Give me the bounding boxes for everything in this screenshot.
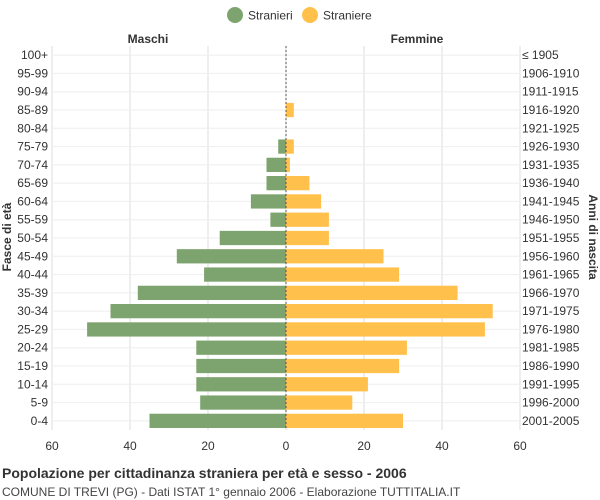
bar-female bbox=[286, 340, 407, 355]
birth-year-label: 1911-1915 bbox=[522, 85, 579, 99]
bar-female bbox=[286, 249, 384, 264]
bar-female bbox=[286, 176, 310, 191]
legend: Stranieri Straniere bbox=[227, 7, 372, 23]
birth-year-label: 1961-1965 bbox=[522, 268, 580, 282]
bar-female bbox=[286, 395, 353, 410]
age-group-label: 40-44 bbox=[17, 268, 48, 282]
bar-male bbox=[196, 340, 286, 355]
bar-male bbox=[110, 304, 286, 319]
birth-year-label: 1921-1925 bbox=[522, 121, 580, 135]
bar-female bbox=[286, 377, 368, 392]
y-axis-title-left: Fasce di età bbox=[0, 202, 14, 271]
legend-marker-straniere bbox=[302, 7, 318, 23]
x-tick-label: 20 bbox=[201, 439, 215, 453]
age-group-label: 30-34 bbox=[17, 304, 48, 318]
bar-female bbox=[286, 267, 400, 282]
bar-male bbox=[270, 212, 286, 227]
header-maschi: Maschi bbox=[128, 32, 169, 46]
tick-labels: 60 40 20 0 20 40 60 100+ ≤ 1905 95-99 1906-1910 90-… bbox=[17, 48, 579, 453]
age-group-label: 50-54 bbox=[17, 231, 48, 245]
age-group-label: 80-84 bbox=[17, 121, 48, 135]
bar-male bbox=[266, 176, 286, 191]
bar-female bbox=[286, 358, 400, 374]
bar-female bbox=[286, 139, 294, 154]
birth-year-label: 1916-1920 bbox=[522, 103, 580, 117]
bar-female bbox=[286, 102, 294, 118]
birth-year-label: 1941-1945 bbox=[522, 194, 580, 208]
birth-year-label: 1951-1955 bbox=[522, 231, 580, 245]
age-group-label: 10-14 bbox=[17, 377, 48, 391]
bar-male bbox=[219, 230, 286, 246]
birth-year-label: 1906-1910 bbox=[522, 66, 580, 80]
bar-male bbox=[250, 194, 286, 209]
legend-marker-stranieri bbox=[227, 7, 243, 23]
age-group-label: 45-49 bbox=[17, 249, 48, 263]
age-group-label: 5-9 bbox=[31, 396, 49, 410]
bar-male bbox=[196, 377, 286, 392]
bars bbox=[87, 46, 493, 430]
bar-male bbox=[196, 358, 286, 374]
bar-male bbox=[149, 413, 286, 428]
age-group-label: 0-4 bbox=[31, 414, 49, 428]
bar-female bbox=[286, 194, 322, 209]
x-tick-label: 60 bbox=[45, 439, 59, 453]
chart-title: Popolazione per cittadinanza straniera p… bbox=[2, 465, 407, 481]
y-axis-title-right: Anni di nascita bbox=[586, 194, 600, 280]
birth-year-label: 1996-2000 bbox=[522, 396, 580, 410]
birth-year-label: 1936-1940 bbox=[522, 176, 580, 190]
x-tick-label: 60 bbox=[513, 439, 527, 453]
bar-male bbox=[266, 157, 286, 172]
birth-year-label: 1971-1975 bbox=[522, 304, 580, 318]
age-group-label: 95-99 bbox=[17, 66, 48, 80]
bar-male bbox=[204, 267, 286, 282]
bar-male bbox=[176, 249, 286, 264]
bar-female bbox=[286, 157, 290, 172]
birth-year-label: 1986-1990 bbox=[522, 359, 580, 373]
x-tick-label: 40 bbox=[435, 439, 449, 453]
age-group-label: 65-69 bbox=[17, 176, 48, 190]
birth-year-label: 1956-1960 bbox=[522, 249, 580, 263]
age-group-label: 100+ bbox=[21, 48, 48, 62]
bar-male bbox=[200, 395, 286, 410]
birth-year-label: 1981-1985 bbox=[522, 341, 580, 355]
age-group-label: 20-24 bbox=[17, 341, 48, 355]
birth-year-label: 1946-1950 bbox=[522, 213, 580, 227]
birth-year-label: 1991-1995 bbox=[522, 377, 580, 391]
age-group-label: 90-94 bbox=[17, 85, 48, 99]
age-group-label: 60-64 bbox=[17, 194, 48, 208]
age-group-label: 85-89 bbox=[17, 103, 48, 117]
bar-female bbox=[286, 413, 403, 428]
bar-female bbox=[286, 230, 329, 246]
birth-year-label: 1966-1970 bbox=[522, 286, 580, 300]
x-tick-label: 0 bbox=[283, 439, 290, 453]
bar-male bbox=[278, 139, 286, 154]
age-group-label: 35-39 bbox=[17, 286, 48, 300]
age-group-label: 15-19 bbox=[17, 359, 48, 373]
age-group-label: 55-59 bbox=[17, 213, 48, 227]
legend-label-stranieri: Stranieri bbox=[248, 9, 293, 23]
age-group-label: 25-29 bbox=[17, 322, 48, 336]
header-femmine: Femmine bbox=[391, 32, 444, 46]
age-group-label: 70-74 bbox=[17, 158, 48, 172]
bar-male bbox=[87, 322, 286, 337]
bar-female bbox=[286, 212, 329, 227]
bar-male bbox=[137, 285, 286, 300]
x-tick-label: 40 bbox=[123, 439, 137, 453]
birth-year-label: ≤ 1905 bbox=[522, 48, 559, 62]
bar-female bbox=[286, 322, 485, 337]
birth-year-label: 1976-1980 bbox=[522, 322, 580, 336]
x-tick-label: 20 bbox=[357, 439, 371, 453]
birth-year-label: 1926-1930 bbox=[522, 140, 580, 154]
birth-year-label: 1931-1935 bbox=[522, 158, 580, 172]
chart-subtitle: COMUNE DI TREVI (PG) - Dati ISTAT 1° gen… bbox=[2, 485, 461, 499]
legend-label-straniere: Straniere bbox=[323, 9, 372, 23]
bar-female bbox=[286, 304, 493, 319]
birth-year-label: 2001-2005 bbox=[522, 414, 580, 428]
age-group-label: 75-79 bbox=[17, 140, 48, 154]
bar-female bbox=[286, 285, 458, 300]
